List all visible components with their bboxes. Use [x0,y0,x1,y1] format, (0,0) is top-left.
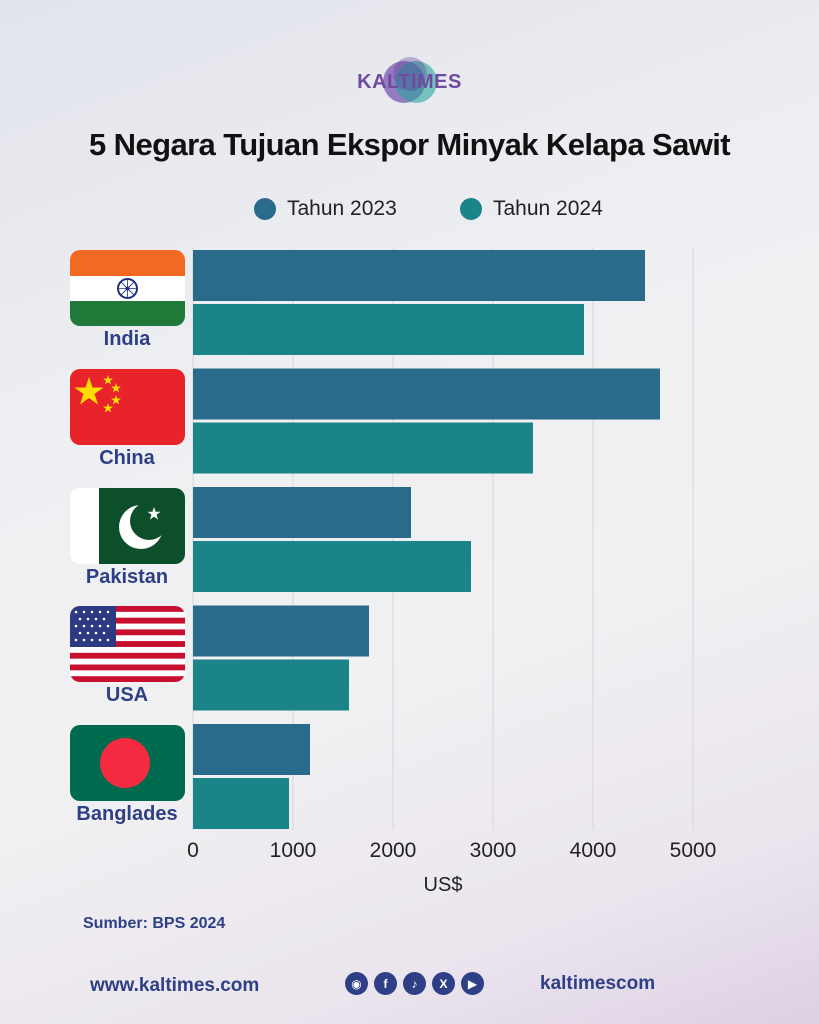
youtube-icon[interactable]: ▶ [461,972,484,995]
instagram-icon[interactable]: ◉ [345,972,368,995]
bar-usa-2024 [193,659,349,711]
india-flag-icon [70,250,185,326]
legend-item-2023: Tahun 2023 [254,197,397,221]
chart-legend: Tahun 2023 Tahun 2024 [0,197,819,225]
legend-label-2023: Tahun 2023 [287,197,397,220]
x-tick-label: 3000 [470,839,517,862]
x-tick-label: 1000 [270,839,317,862]
x-axis-label: US$ [424,874,463,896]
bar-china-2023 [193,368,660,420]
logo-emblem-icon [383,57,437,103]
x-tick-label: 0 [187,839,199,862]
category-label-india: India [103,328,151,350]
category-label-usa: USA [105,684,149,706]
x-tick-label: 4000 [570,839,617,862]
bar-pakistan-2023 [193,487,411,538]
website-link[interactable]: www.kaltimes.com [90,975,260,996]
bar-china-2024 [193,422,533,474]
bar-banglades-2023 [193,724,310,775]
kaltimes-logo: KALTIMES [0,52,819,112]
legend-item-2024: Tahun 2024 [460,197,603,221]
category-label-china: China [99,447,155,469]
legend-label-2024: Tahun 2024 [493,197,603,220]
china-flag-icon [70,369,185,445]
usa-flag-icon [70,606,185,682]
x-tick-label: 2000 [370,839,417,862]
x-tick-label: 5000 [670,839,717,862]
bar-usa-2023 [193,605,369,657]
bar-pakistan-2024 [193,541,471,592]
facebook-icon[interactable]: f [374,972,397,995]
logo-text: KALTIMES [357,71,462,93]
social-icons: ◉ f ♪ X ▶ [345,972,484,995]
legend-swatch-2023 [254,198,276,220]
x-icon[interactable]: X [432,972,455,995]
bar-banglades-2024 [193,778,289,829]
social-handle[interactable]: kaltimescom [540,973,656,994]
category-label-pakistan: Pakistan [85,566,169,588]
category-label-banglades: Banglades [76,803,178,825]
bar-india-2023 [193,250,645,301]
bangladesh-flag-icon [70,725,185,801]
chart-title: 5 Negara Tujuan Ekspor Minyak Kelapa Saw… [89,127,731,162]
source-note: Sumber: BPS 2024 [83,915,226,932]
legend-swatch-2024 [460,198,482,220]
bar-india-2024 [193,304,584,355]
tiktok-icon[interactable]: ♪ [403,972,426,995]
pakistan-flag-icon [70,488,185,564]
